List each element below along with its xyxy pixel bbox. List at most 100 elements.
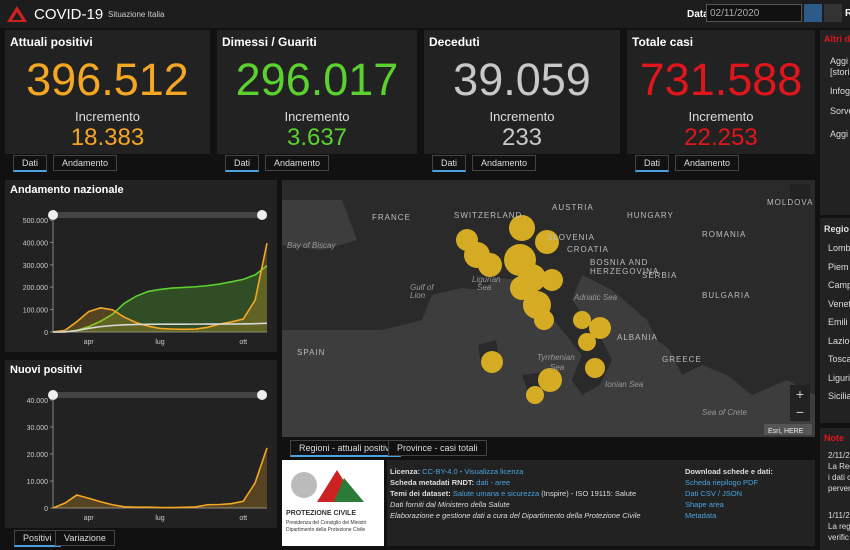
increment-value: 22.253 [684, 124, 758, 151]
region-row[interactable]: Emili [828, 317, 848, 327]
cut-label: R [845, 8, 850, 19]
chart-tab[interactable]: Positivi [14, 530, 61, 547]
card-tab[interactable]: Dati [432, 155, 467, 172]
map-label: Gulf of [410, 283, 434, 292]
increment-value: 18.383 [70, 124, 145, 151]
card-title: Deceduti [429, 35, 480, 49]
map-label: ROMANIA [702, 230, 746, 239]
map-label: BULGARIA [702, 291, 750, 300]
link[interactable]: Visualizza licenza [464, 467, 524, 476]
card-tab[interactable]: Andamento [265, 155, 330, 171]
chart-title: Andamento nazionale [10, 184, 124, 196]
map-label: Lion [410, 291, 426, 300]
slider-handle[interactable] [48, 210, 58, 220]
y-tick-label: 30.000 [27, 425, 49, 432]
region-row[interactable]: Lomb [828, 243, 850, 253]
y-tick-label: 10.000 [27, 479, 49, 486]
region-row[interactable]: Lazio [828, 335, 850, 346]
slider-handle[interactable] [48, 390, 58, 400]
line [52, 447, 268, 509]
map-label: Sea [550, 363, 565, 372]
card-value: 39.059 [453, 54, 591, 105]
label: Temi dei dataset: [390, 489, 451, 498]
side-link[interactable]: Aggi [830, 56, 849, 66]
logo-line: Presidenza del Consiglio dei Ministri [286, 520, 367, 526]
date-input[interactable]: 02/11/2020 [706, 4, 802, 22]
download-link[interactable]: Shape area [685, 500, 724, 509]
x-tick-label: lug [155, 515, 164, 522]
map-label: Ionian Sea [605, 380, 644, 389]
map-label: ALBANIA [617, 333, 658, 342]
card-title: Totale casi [632, 35, 694, 49]
zoom-buttons[interactable] [790, 385, 810, 421]
download-link[interactable]: Dati CSV / JSON [685, 489, 743, 498]
license: Licenza: CC-BY-4.0 - Visualizza licenza [390, 467, 524, 476]
card-tab[interactable]: Andamento [472, 155, 537, 171]
map-label: AUSTRIA [552, 203, 594, 212]
regions-title: Regio [824, 224, 850, 234]
card: Totale casi 731.588 Incremento 22.253 [627, 30, 815, 154]
note-line: 1/11/2 [828, 511, 850, 520]
card-tab[interactable]: Dati [13, 155, 48, 172]
y-tick-label: 500.000 [23, 218, 48, 225]
side-panel [820, 218, 850, 423]
card-title: Dimessi / Guariti [222, 35, 317, 49]
map-tab[interactable]: Regioni - attuali positivi [290, 440, 401, 457]
label: Licenza: [390, 467, 421, 476]
slider-handle[interactable] [257, 210, 267, 220]
zoom-out[interactable]: − [796, 404, 804, 420]
download-link[interactable]: Scheda riepilogo PDF [685, 478, 758, 487]
map-label: FRANCE [372, 213, 411, 222]
card-tab[interactable]: Dati [225, 155, 260, 172]
side-link[interactable]: Infog [830, 86, 850, 96]
downloads-title: Download schede e dati: [685, 467, 773, 476]
label: Scheda metadati RNDT: [390, 478, 475, 487]
region-row[interactable]: Sicilia [828, 391, 850, 401]
note-line: La regi [828, 522, 850, 531]
x-tick-label: lug [155, 339, 164, 346]
region-row[interactable]: Camp [828, 280, 850, 290]
y-tick-label: 100.000 [23, 308, 48, 315]
side-link[interactable]: Aggi [830, 129, 849, 139]
side-link[interactable]: Sorve [830, 106, 850, 116]
region-row[interactable]: Liguri [828, 372, 850, 383]
region-row[interactable]: Piem [828, 261, 849, 272]
calendar-button[interactable] [804, 4, 822, 22]
time-button[interactable] [824, 4, 842, 22]
x-tick-label: apr [84, 515, 95, 522]
link[interactable]: CC-BY-4.0 [422, 467, 458, 476]
y-tick-label: 400.000 [23, 240, 48, 247]
range-slider[interactable] [53, 212, 267, 218]
note-line: 2/11/2 [828, 451, 850, 460]
link[interactable]: Salute umana e sicurezza [452, 489, 540, 498]
map-label: Adriatic Sea [573, 293, 618, 302]
zoom-in[interactable]: + [796, 386, 804, 402]
x-tick-label: ott [239, 515, 247, 522]
region-row[interactable]: Tosca [828, 354, 850, 364]
map-label: SLOVENIA [547, 233, 595, 242]
logo-name: PROTEZIONE CIVILE [286, 510, 357, 517]
slider-handle[interactable] [257, 390, 267, 400]
chart-panel: Andamento nazionale 0 100.000 200.000 300.00… [5, 180, 277, 352]
logo-graphic [291, 470, 364, 502]
attribution: Esri, HERE [768, 428, 804, 435]
chart-title: Nuovi positivi [10, 364, 82, 376]
card-tab[interactable]: Andamento [53, 155, 118, 171]
card-tab[interactable]: Andamento [675, 155, 740, 171]
chart-tab[interactable]: Variazione [55, 530, 115, 546]
card-tab[interactable]: Dati [635, 155, 670, 172]
region-row[interactable]: Venet [828, 298, 850, 309]
map-tab[interactable]: Province - casi totali [388, 440, 487, 456]
range-slider[interactable] [53, 392, 267, 398]
link[interactable]: dati - aree [476, 478, 511, 487]
note-line: La Reg [828, 462, 850, 471]
chart: Andamento nazionale 0 100.000 200.000 300.00… [10, 184, 268, 346]
map-label: Sea of Crete [702, 408, 747, 417]
layer-button[interactable] [790, 184, 810, 204]
side-link[interactable]: [stori [830, 67, 850, 77]
increment-label: Incremento [74, 109, 141, 124]
logo-line: Dipartimento della Protezione Civile [286, 527, 366, 533]
map-label: Ligurian [472, 275, 501, 284]
download-link[interactable]: Metadata [685, 511, 717, 520]
line [52, 322, 268, 333]
